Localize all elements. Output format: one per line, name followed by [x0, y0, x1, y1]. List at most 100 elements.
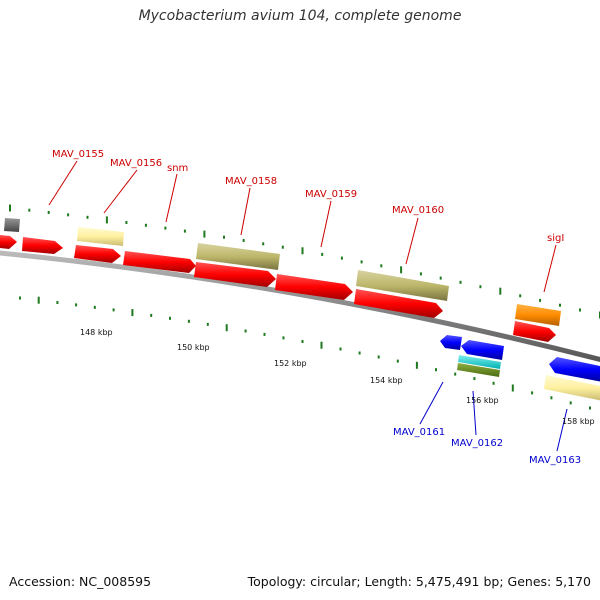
minor-tick — [321, 252, 324, 256]
minor-tick — [244, 329, 247, 333]
major-tick — [499, 287, 502, 295]
minor-tick — [223, 235, 225, 239]
scale-label: 156 kbp — [466, 396, 499, 405]
gene-feature-khaki[interactable] — [356, 270, 449, 301]
gene-label-mav-0161[interactable]: MAV_0161 — [393, 427, 445, 438]
minor-tick — [281, 245, 284, 249]
minor-tick — [112, 308, 115, 312]
major-tick — [511, 384, 514, 392]
gene-label-mav-0162[interactable]: MAV_0162 — [451, 438, 503, 449]
minor-tick — [550, 396, 553, 400]
gene-feature-red[interactable] — [123, 251, 196, 273]
gene-feature-red[interactable] — [22, 237, 63, 254]
scale-label: 154 kbp — [370, 376, 403, 385]
minor-tick — [419, 272, 422, 276]
minor-tick — [439, 276, 442, 280]
minor-tick — [579, 308, 581, 312]
minor-tick — [479, 285, 482, 289]
genome-backbone — [0, 250, 600, 363]
forward-gene-labels — [48, 160, 557, 293]
gene-label-mav-0163[interactable]: MAV_0163 — [529, 455, 581, 466]
gene-feature-red[interactable] — [513, 321, 556, 342]
gene-feature-orange[interactable] — [515, 304, 561, 326]
gene-label-mav-0158[interactable]: MAV_0158 — [225, 176, 277, 187]
gene-feature-blue[interactable] — [440, 335, 462, 350]
scale-label: 148 kbp — [80, 328, 113, 337]
gene-feature-blue[interactable] — [461, 340, 504, 360]
minor-tick — [569, 401, 572, 405]
minor-tick — [93, 305, 96, 309]
forward-label-texts: MAV_0155 MAV_0156 snm MAV_0158 MAV_0159 … — [52, 149, 564, 244]
reverse-features — [440, 335, 600, 401]
gene-feature-red[interactable] — [275, 274, 353, 300]
gene-label-mav-0159[interactable]: MAV_0159 — [305, 189, 357, 200]
genome-summary-text: Topology: circular; Length: 5,475,491 bp… — [247, 574, 591, 589]
minor-tick — [589, 406, 591, 410]
gene-feature-red[interactable] — [74, 245, 121, 263]
major-tick — [203, 230, 206, 238]
gene-feature-gray[interactable] — [4, 218, 20, 232]
gene-feature-red[interactable] — [0, 235, 17, 249]
minor-tick — [86, 215, 89, 219]
reverse-gene-labels — [419, 381, 568, 452]
minor-tick — [360, 260, 363, 264]
minor-tick — [519, 294, 522, 298]
minor-tick — [435, 368, 437, 372]
minor-tick — [47, 211, 50, 214]
minor-tick — [28, 208, 31, 212]
gene-label-snm[interactable]: snm — [167, 163, 188, 174]
minor-tick — [492, 381, 495, 385]
gene-feature-khaki[interactable] — [196, 243, 280, 270]
minor-tick — [125, 221, 128, 224]
gene-feature-red[interactable] — [354, 289, 443, 318]
minor-tick — [358, 351, 361, 355]
minor-tick — [377, 355, 380, 359]
minor-tick — [473, 377, 476, 381]
minor-tick — [56, 301, 59, 304]
minor-tick — [454, 372, 457, 376]
scale-tick-row — [19, 296, 591, 410]
minor-tick — [339, 347, 342, 351]
major-tick — [301, 247, 304, 255]
scale-label: 158 kbp — [562, 417, 595, 426]
minor-tick — [262, 242, 265, 246]
major-tick — [9, 204, 11, 212]
map-title: Mycobacterium avium 104, complete genome — [138, 8, 462, 24]
gene-label-mav-0156[interactable]: MAV_0156 — [110, 158, 162, 169]
major-tick — [415, 361, 418, 369]
minor-tick — [19, 296, 21, 300]
minor-tick — [169, 316, 171, 320]
major-tick — [225, 324, 228, 332]
scale-label: 150 kbp — [177, 343, 210, 352]
minor-tick — [263, 332, 266, 336]
minor-tick — [282, 336, 285, 340]
forward-features — [0, 218, 561, 342]
minor-tick — [67, 213, 70, 217]
minor-tick — [380, 264, 383, 268]
gene-feature-rna[interactable] — [544, 375, 600, 401]
gene-feature-olive[interactable] — [457, 363, 500, 377]
gene-feature-red[interactable] — [194, 262, 276, 287]
minor-tick — [75, 303, 78, 307]
major-tick — [320, 341, 323, 349]
accession-text: Accession: NC_008595 — [9, 574, 152, 589]
minor-tick — [144, 223, 147, 227]
gene-feature-rna[interactable] — [77, 227, 124, 246]
minor-tick — [459, 280, 462, 284]
gene-label-sigi[interactable]: sigI — [547, 233, 564, 244]
gene-feature-blue[interactable] — [549, 357, 600, 382]
scale-labels: 148 kbp 150 kbp 152 kbp 154 kbp 156 kbp … — [80, 328, 595, 426]
minor-tick — [301, 340, 304, 343]
minor-tick — [531, 391, 534, 395]
gene-label-mav-0155[interactable]: MAV_0155 — [52, 149, 104, 160]
gene-feature-cyan[interactable] — [458, 355, 501, 369]
minor-tick — [340, 256, 343, 260]
minor-tick — [187, 319, 190, 323]
minor-tick — [242, 239, 245, 242]
gene-label-mav-0160[interactable]: MAV_0160 — [392, 205, 444, 216]
minor-tick — [164, 226, 167, 230]
reverse-label-texts: MAV_0161 MAV_0162 MAV_0163 — [393, 427, 581, 466]
scale-label: 152 kbp — [274, 359, 307, 368]
minor-tick — [150, 313, 153, 317]
